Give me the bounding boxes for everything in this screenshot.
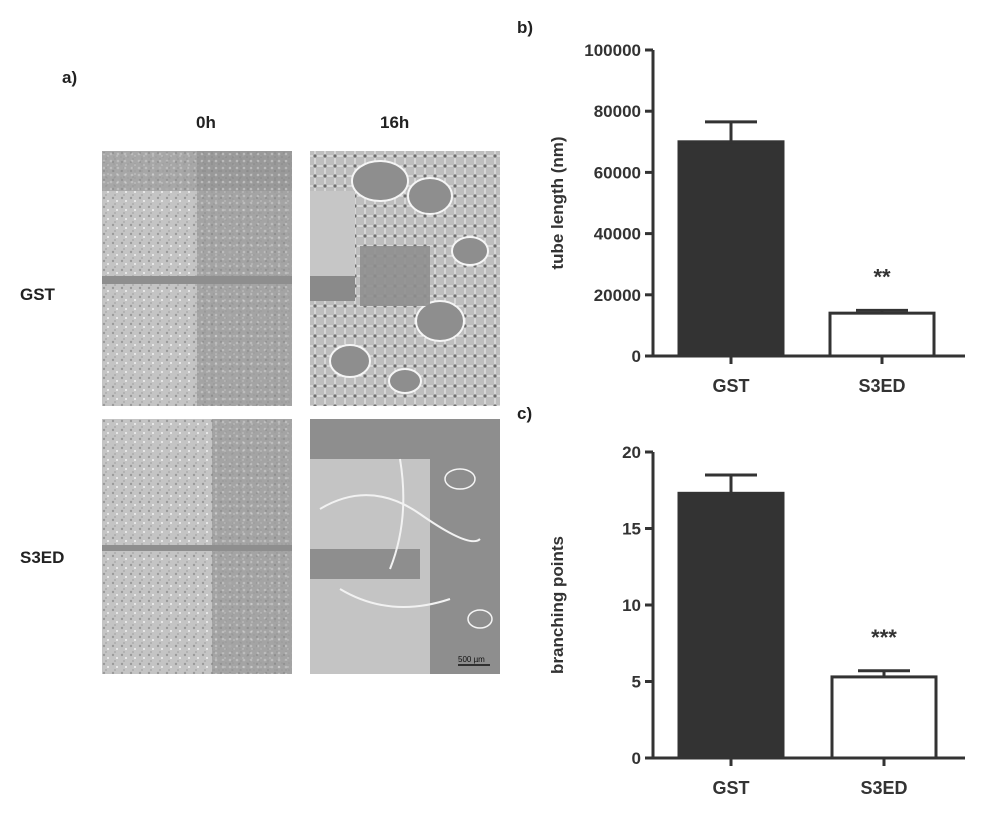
- x-tick-label: S3ED: [860, 778, 907, 798]
- bar-gst: [677, 140, 785, 358]
- bar-s3ed: [828, 311, 936, 358]
- y-tick-label: 15: [622, 520, 641, 539]
- micrograph-gst-16h: [310, 151, 500, 406]
- micrograph-gst-0h: [102, 151, 292, 406]
- y-tick-label: 0: [632, 749, 641, 768]
- micrograph-s3ed-16h: 500 µm: [310, 419, 500, 674]
- scale-bar-label: 500 µm: [458, 655, 485, 664]
- y-tick-label: 10: [622, 596, 641, 615]
- micrograph-s3ed-0h: [102, 419, 292, 674]
- x-tick-label: GST: [712, 778, 749, 798]
- significance-marker: ***: [871, 625, 897, 650]
- bar-gst: [677, 491, 785, 760]
- row-label-gst: GST: [20, 285, 55, 304]
- y-tick-label: 20000: [594, 286, 641, 305]
- y-axis-label: branching points: [548, 536, 567, 674]
- panel-b-label: b): [517, 18, 534, 37]
- y-tick-label: 0: [632, 347, 641, 366]
- y-tick-label: 20: [622, 443, 641, 462]
- y-tick-label: 60000: [594, 163, 641, 182]
- y-tick-label: 100000: [584, 41, 641, 60]
- panel-a-label: a): [62, 68, 78, 87]
- y-tick-label: 5: [632, 673, 641, 692]
- column-label-0h: 0h: [196, 113, 216, 132]
- row-label-s3ed: S3ED: [20, 548, 65, 567]
- x-tick-label: S3ED: [858, 376, 905, 396]
- x-tick-label: GST: [712, 376, 749, 396]
- y-tick-label: 40000: [594, 225, 641, 244]
- panel-c-label: c): [517, 404, 533, 423]
- bar-s3ed: [830, 675, 938, 760]
- chart-branching-points: 0 5 10 15 20 branching points GST S3ED ***: [548, 443, 965, 798]
- y-axis-label: tube length (nm): [548, 136, 567, 269]
- column-label-16h: 16h: [380, 113, 410, 132]
- significance-marker: **: [873, 264, 891, 289]
- chart-tube-length: 0 20000 40000 60000 80000 100000 tube length (…: [548, 41, 965, 396]
- y-tick-label: 80000: [594, 102, 641, 121]
